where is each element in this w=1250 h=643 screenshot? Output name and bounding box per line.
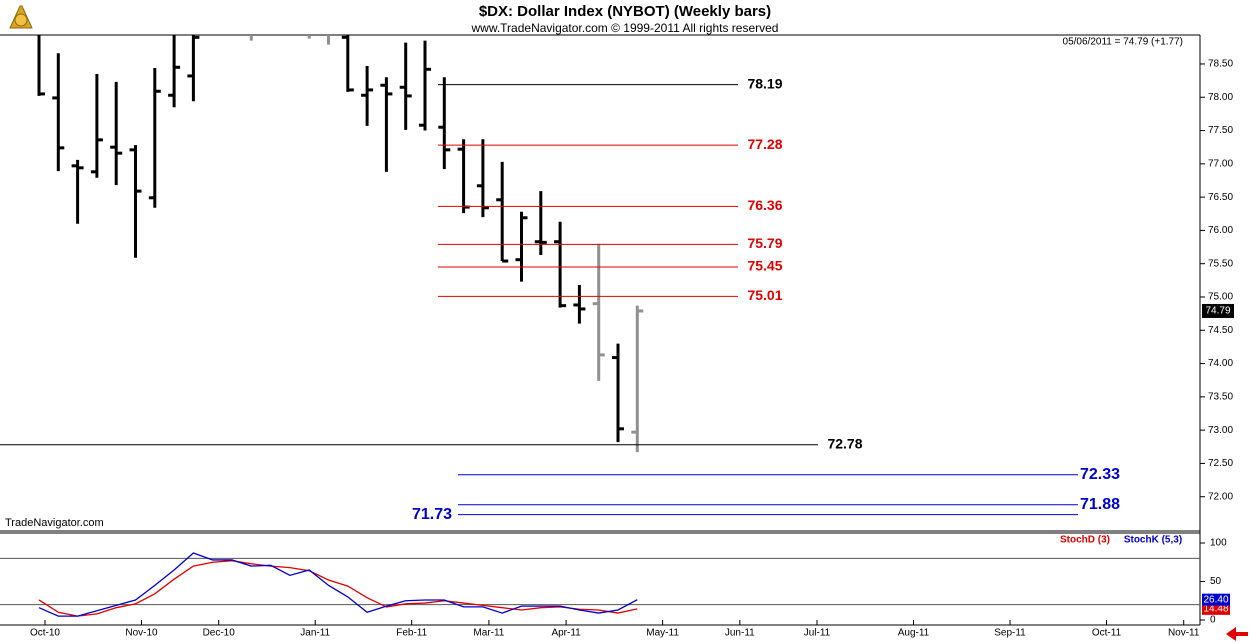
legend-entry: StochD (3) (1060, 535, 1110, 546)
level-label: 71.73 (412, 506, 452, 523)
x-tick-label: Aug-11 (898, 628, 930, 639)
y-tick-label: 100 (1210, 538, 1227, 549)
y-tick-label: 50 (1210, 576, 1222, 587)
ohlc-bar (399, 42, 412, 130)
y-tick-label: 76.50 (1208, 192, 1233, 203)
x-tick-label: Mar-11 (473, 628, 504, 639)
ohlc-bar (361, 65, 374, 126)
y-tick-label: 74.00 (1208, 358, 1233, 369)
y-tick-label: 78.50 (1208, 59, 1233, 70)
ohlc-bar (90, 73, 103, 178)
ohlc-bar (476, 139, 489, 218)
price-plot (37, 35, 644, 453)
y-tick-label: 72.50 (1208, 458, 1233, 469)
ohlc-bar (554, 221, 567, 308)
y-tick-label: 75.00 (1208, 292, 1233, 303)
last-value: 14.48 (1203, 603, 1228, 614)
stoch-line (38, 560, 638, 617)
ohlc-bar (148, 67, 161, 208)
x-tick-label: Sep-11 (994, 628, 1026, 639)
last-value: 26.40 (1203, 594, 1228, 605)
ohlc-bar (419, 40, 431, 131)
ohlc-bar (612, 343, 624, 443)
x-tick-label: Feb-11 (396, 628, 427, 639)
x-tick-label: Jul-11 (804, 628, 831, 639)
logo (9, 5, 33, 29)
x-tick-label: Nov-11 (1168, 628, 1200, 639)
level-label: 77.28 (747, 136, 782, 152)
x-tick-label: Jan-11 (300, 628, 330, 639)
y-tick-label: 73.00 (1208, 425, 1233, 436)
ohlc-bar (573, 284, 586, 324)
ohlc-bar (110, 81, 123, 186)
last-price: 74.79 (1205, 306, 1230, 317)
ohlc-bar (380, 77, 393, 172)
level-label: 76.36 (747, 197, 782, 213)
legend-entry: StochK (5,3) (1124, 535, 1182, 546)
y-tick-label: 73.50 (1208, 391, 1233, 402)
last-price-note: 05/06/2011 = 74.79 (+1.77) (1063, 37, 1183, 48)
ohlc-bar (187, 35, 200, 102)
ohlc-bar (438, 77, 451, 170)
stoch-line (38, 552, 638, 617)
ohlc-bar (168, 35, 181, 108)
x-tick-label: Oct-11 (1092, 628, 1122, 639)
level-label: 78.19 (747, 75, 782, 91)
level-label: 71.88 (1080, 496, 1120, 513)
level-label: 75.45 (747, 258, 782, 274)
y-tick-label: 74.50 (1208, 325, 1233, 336)
x-tick-label: Jun-11 (725, 628, 755, 639)
y-tick-label: 77.00 (1208, 158, 1233, 169)
x-tick-label: May-11 (646, 628, 679, 639)
ohlc-bar (341, 35, 354, 92)
y-tick-label: 72.00 (1208, 491, 1233, 502)
chart-subtitle: www.TradeNavigator.com © 1999-2011 All r… (471, 21, 779, 35)
ohlc-bar (515, 211, 528, 282)
ohlc-bar (52, 53, 65, 172)
last-price-box (1202, 303, 1234, 318)
x-tick-label: Apr-11 (551, 628, 581, 639)
x-tick-label: Oct-10 (30, 628, 60, 639)
ohlc-bar (37, 35, 45, 96)
x-tick-label: Nov-10 (125, 628, 158, 639)
scroll-arrow[interactable] (1226, 627, 1248, 641)
y-tick-label: 75.50 (1208, 258, 1233, 269)
ohlc-bar (129, 145, 142, 258)
level-label: 75.01 (747, 287, 782, 303)
ohlc-bar (457, 139, 470, 214)
level-label: 75.79 (747, 235, 782, 251)
level-label: 72.78 (827, 435, 862, 451)
level-label: 72.33 (1080, 466, 1120, 483)
source: TradeNavigator.com (5, 517, 104, 529)
ohlc-bar (71, 159, 84, 224)
x-tick-label: Dec-10 (203, 628, 236, 639)
y-tick-label: 76.00 (1208, 225, 1233, 236)
y-tick-label: 77.50 (1208, 125, 1233, 136)
last-value-box (1202, 593, 1230, 606)
y-tick-label: 78.00 (1208, 92, 1233, 103)
ohlc-bar (631, 305, 644, 453)
chart-title: $DX: Dollar Index (NYBOT) (Weekly bars) (479, 3, 771, 20)
y-tick-label: 0 (1210, 615, 1216, 626)
last-value-box (1202, 602, 1230, 615)
